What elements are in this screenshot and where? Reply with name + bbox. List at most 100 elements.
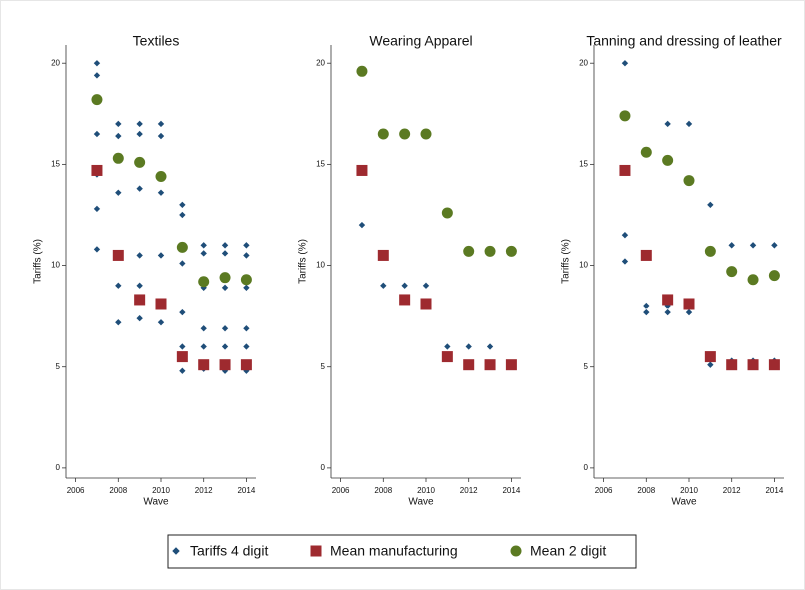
square-marker xyxy=(356,164,368,176)
circle-marker xyxy=(704,245,716,257)
y-tick-label: 5 xyxy=(584,362,589,371)
square-marker xyxy=(484,359,496,371)
square-marker xyxy=(505,359,517,371)
x-tick-label: 2008 xyxy=(374,486,392,495)
y-tick-label: 10 xyxy=(579,261,588,270)
x-axis-title: Wave xyxy=(671,497,697,508)
x-axis-title: Wave xyxy=(408,497,434,508)
y-tick-label: 20 xyxy=(316,58,325,67)
diamond-marker xyxy=(178,210,187,219)
circle-marker xyxy=(155,171,167,183)
diamond-marker xyxy=(486,342,495,351)
circle-marker xyxy=(768,270,780,282)
circle-marker xyxy=(683,175,695,187)
diamond-marker xyxy=(178,308,187,317)
circle-marker xyxy=(662,154,674,166)
square-marker xyxy=(662,294,674,306)
y-tick-label: 5 xyxy=(56,362,61,371)
x-tick-label: 2008 xyxy=(637,486,655,495)
square-marker xyxy=(310,545,322,557)
diamond-marker xyxy=(199,241,208,250)
diamond-marker xyxy=(706,200,715,209)
square-marker xyxy=(198,359,210,371)
diamond-marker xyxy=(92,130,101,139)
diamond-marker xyxy=(178,259,187,268)
diamond-marker xyxy=(663,308,672,317)
x-tick-label: 2012 xyxy=(723,486,741,495)
y-axis-title: Tariffs (%) xyxy=(561,239,572,284)
square-marker xyxy=(683,298,695,310)
y-tick-label: 20 xyxy=(51,58,60,67)
square-marker xyxy=(420,298,432,310)
diamond-marker xyxy=(242,324,251,333)
circle-marker xyxy=(726,266,738,278)
x-tick-label: 2014 xyxy=(237,486,255,495)
x-tick-label: 2006 xyxy=(595,486,613,495)
diamond-marker xyxy=(92,71,101,80)
square-marker xyxy=(640,249,652,261)
chart-title: Tanning and dressing of leather xyxy=(586,33,782,49)
diamond-marker xyxy=(156,251,166,260)
diamond-marker xyxy=(221,249,230,258)
diamond-marker xyxy=(242,342,251,351)
diamond-marker xyxy=(178,366,187,375)
circle-marker xyxy=(510,545,522,557)
square-marker xyxy=(704,351,716,363)
x-tick-label: 2014 xyxy=(502,486,520,495)
x-axis-title: Wave xyxy=(143,497,169,508)
circle-marker xyxy=(91,94,103,106)
diamond-marker xyxy=(400,281,409,290)
diamond-marker xyxy=(706,360,715,369)
circle-marker xyxy=(219,272,231,284)
diamond-marker xyxy=(114,119,123,128)
x-tick-label: 2012 xyxy=(195,486,213,495)
diamond-marker xyxy=(92,59,101,68)
diamond-marker xyxy=(156,119,166,128)
y-tick-label: 15 xyxy=(316,159,325,168)
square-marker xyxy=(747,359,759,371)
circle-marker xyxy=(463,245,475,257)
x-tick-label: 2012 xyxy=(460,486,478,495)
diamond-marker xyxy=(199,324,208,333)
diamond-marker xyxy=(464,342,473,351)
legend-box xyxy=(167,534,637,569)
diamond-marker xyxy=(135,130,144,139)
circle-marker xyxy=(505,245,517,257)
diamond-marker xyxy=(199,342,208,351)
diamond-marker xyxy=(92,204,101,213)
y-tick-label: 0 xyxy=(321,463,326,472)
circle-marker xyxy=(176,241,188,253)
diamond-marker xyxy=(114,188,123,197)
square-marker xyxy=(399,294,411,306)
square-marker xyxy=(768,359,780,371)
diamond-marker xyxy=(221,241,230,250)
diamond-marker xyxy=(221,342,230,351)
square-marker xyxy=(112,249,124,261)
chart-title: Textiles xyxy=(133,33,180,49)
y-axis-title: Tariffs (%) xyxy=(298,239,309,284)
chart-title: Wearing Apparel xyxy=(369,33,472,49)
diamond-marker xyxy=(242,251,251,260)
diamond-marker xyxy=(178,342,187,351)
y-tick-label: 5 xyxy=(321,362,326,371)
diamond-marker xyxy=(749,241,758,250)
diamond-marker xyxy=(443,342,452,351)
square-marker xyxy=(463,359,475,371)
diamond-marker xyxy=(135,314,144,323)
diamond-marker xyxy=(770,241,779,250)
diamond-marker xyxy=(684,308,694,317)
diamond-marker xyxy=(135,119,144,128)
circle-marker xyxy=(420,128,432,140)
square-marker xyxy=(91,164,103,176)
diamond-marker xyxy=(221,324,230,333)
diamond-marker xyxy=(135,281,144,290)
diamond-marker xyxy=(114,281,123,290)
y-tick-label: 20 xyxy=(579,58,588,67)
circle-marker xyxy=(640,146,652,158)
y-tick-label: 0 xyxy=(56,463,61,472)
x-tick-label: 2006 xyxy=(332,486,350,495)
diamond-marker xyxy=(114,318,123,327)
diamond-marker xyxy=(156,318,166,327)
circle-marker xyxy=(441,207,453,219)
diamond-marker xyxy=(171,546,181,556)
